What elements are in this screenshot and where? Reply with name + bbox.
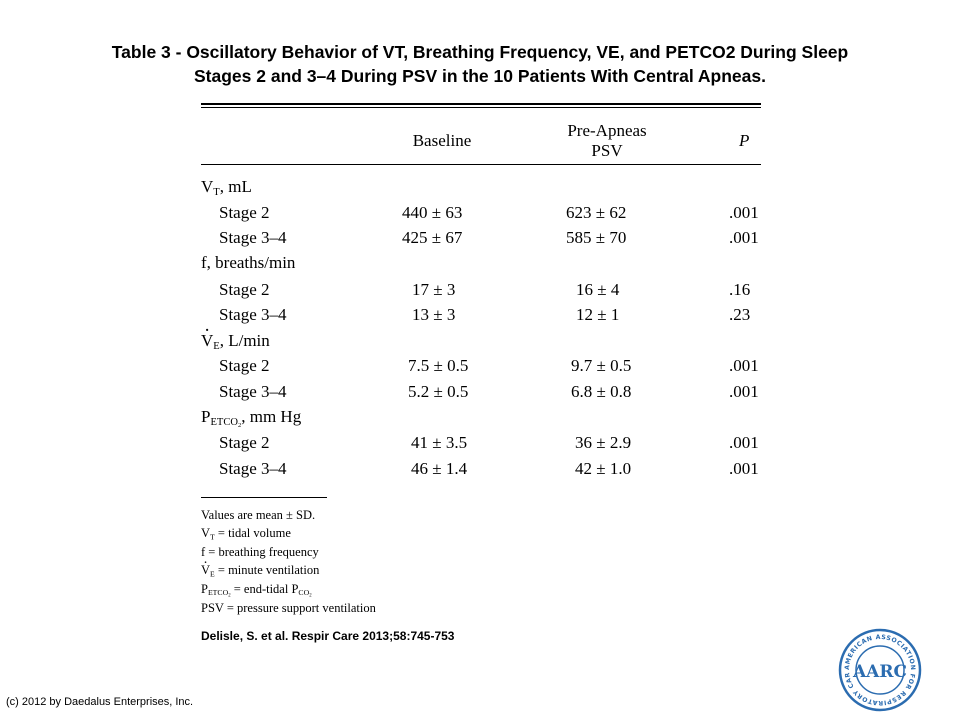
footnote-petco2: PETCO2 = end-tidal PCO2 <box>201 582 312 599</box>
cell-psv: 42 ± 1.0 <box>575 459 632 478</box>
header-psv: PSV <box>591 141 623 160</box>
cell-p: .001 <box>729 459 759 478</box>
cell-baseline: 5.2 ± 0.5 <box>408 382 469 401</box>
table-top-rule-1 <box>201 103 761 105</box>
footnote-psv: PSV = pressure support ventilation <box>201 601 376 615</box>
copyright: (c) 2012 by Daedalus Enterprises, Inc. <box>6 696 194 708</box>
cell-psv: 6.8 ± 0.8 <box>571 382 632 401</box>
cell-psv: 16 ± 4 <box>576 280 620 299</box>
table-top-rule-2 <box>201 107 761 108</box>
cell-p: .001 <box>729 356 759 375</box>
cell-psv: 36 ± 2.9 <box>575 433 632 452</box>
aarc-logo: AMERICAN ASSOCIATION FOR RESPIRATORY CAR… <box>838 628 922 712</box>
row-stage-label: Stage 2 <box>219 356 270 375</box>
cell-psv: 585 ± 70 <box>566 228 627 247</box>
row-stage-label: Stage 2 <box>219 433 270 452</box>
cell-psv: 623 ± 62 <box>566 203 627 222</box>
cell-baseline: 17 ± 3 <box>412 280 456 299</box>
footnote-ve: VE = minute ventilation <box>201 555 319 578</box>
group-label-ve: VE, L/min <box>201 321 270 352</box>
cell-baseline: 425 ± 67 <box>402 228 463 247</box>
title-line-2: Stages 2 and 3–4 During PSV in the 10 Pa… <box>194 66 766 86</box>
footnote-mean: Values are mean ± SD. <box>201 508 316 522</box>
group-label-vt: VT, mL <box>201 177 252 199</box>
row-stage-label: Stage 3–4 <box>219 382 287 401</box>
cell-p: .23 <box>729 305 751 324</box>
row-stage-label: Stage 3–4 <box>219 305 287 324</box>
cell-p: .001 <box>729 203 759 222</box>
cell-baseline: 46 ± 1.4 <box>411 459 468 478</box>
cell-psv: 9.7 ± 0.5 <box>571 356 632 375</box>
header-baseline: Baseline <box>412 131 472 150</box>
cell-baseline: 13 ± 3 <box>412 305 456 324</box>
cell-p: .001 <box>729 433 759 452</box>
row-stage-label: Stage 2 <box>219 280 270 299</box>
row-stage-label: Stage 3–4 <box>219 459 287 478</box>
row-stage-label: Stage 3–4 <box>219 228 287 247</box>
cell-p: .001 <box>729 382 759 401</box>
citation: Delisle, S. et al. Respir Care 2013;58:7… <box>201 629 455 643</box>
cell-baseline: 7.5 ± 0.5 <box>408 356 469 375</box>
cell-psv: 12 ± 1 <box>576 305 620 324</box>
logo-letters: AARC <box>852 662 907 682</box>
footnote-f: f = breathing frequency <box>201 545 319 559</box>
header-pre-apneas: Pre-Apneas <box>567 121 647 140</box>
page-title: Table 3 - Oscillatory Behavior of VT, Br… <box>0 40 960 88</box>
cell-p: .16 <box>729 280 751 299</box>
group-label-petco2: PETCO2, mm Hg <box>201 407 302 430</box>
group-label-f: f, breaths/min <box>201 253 296 272</box>
cell-baseline: 41 ± 3.5 <box>411 433 468 452</box>
cell-p: .001 <box>729 228 759 247</box>
title-line-1: Table 3 - Oscillatory Behavior of VT, Br… <box>111 42 849 62</box>
footnote-vt: VT = tidal volume <box>201 526 291 542</box>
cell-baseline: 440 ± 63 <box>402 203 463 222</box>
table-header-rule <box>201 164 761 165</box>
header-p-value: P <box>739 131 750 150</box>
footnote-rule <box>201 497 327 498</box>
row-stage-label: Stage 2 <box>219 203 270 222</box>
